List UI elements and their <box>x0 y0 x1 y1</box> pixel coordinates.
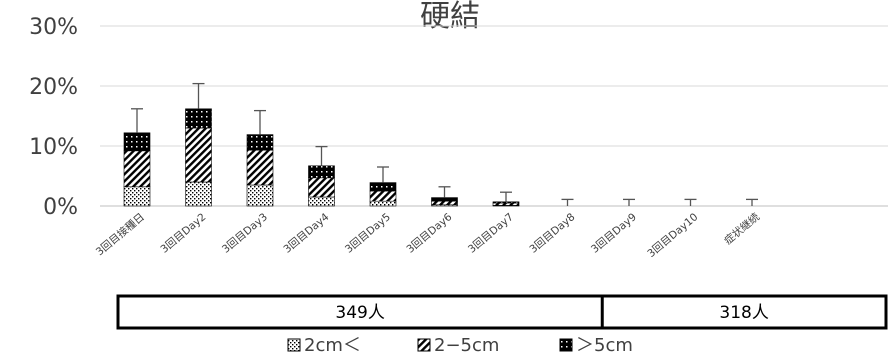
bar-segment <box>246 149 274 186</box>
bars <box>123 108 520 207</box>
x-tick-label: 3回目Day5 <box>343 211 393 256</box>
group-box <box>116 294 888 330</box>
x-tick-label: 3回目Day3 <box>220 211 270 256</box>
x-tick-label: 3回目Day7 <box>466 211 516 256</box>
legend-label: 2cm＜ <box>304 335 361 356</box>
bar-segment <box>185 108 212 129</box>
bar-segment <box>431 200 458 206</box>
gridlines <box>100 25 888 207</box>
error-bars <box>131 82 758 206</box>
bar-segment <box>246 184 274 207</box>
bar-segment <box>123 150 151 188</box>
x-tick-label: 3回目Day8 <box>527 211 577 256</box>
bar-segment <box>185 181 212 207</box>
x-tick-label: 3回目Day2 <box>158 211 208 256</box>
legend-swatch <box>559 338 573 352</box>
x-tick-label: 3回目Day6 <box>404 211 454 256</box>
legend-swatch <box>417 338 431 352</box>
y-tick-label: 10% <box>29 135 78 160</box>
bar-segment <box>369 200 397 207</box>
bar-segment <box>308 177 335 198</box>
bar-segment <box>492 201 520 204</box>
group-label-table: 349人 318人 <box>116 294 888 330</box>
bar-segment <box>492 202 520 206</box>
bar-segment <box>369 190 397 202</box>
bar-segment <box>369 182 397 192</box>
bar-segment <box>246 134 274 151</box>
legend-label: 2−5cm <box>434 335 499 356</box>
bar-segment <box>123 186 151 207</box>
bar-segment <box>185 127 212 183</box>
legend: 2cm＜ 2−5cm ＞5cm <box>287 335 633 356</box>
group-label: 318人 <box>719 303 768 323</box>
x-tick-label: 3回目接種日 <box>93 210 147 258</box>
x-tick-label: 3回目Day10 <box>645 211 700 260</box>
x-axis-labels: 3回目接種日 3回目Day2 3回目Day3 3回目Day4 3回目Day5 3回目Day… <box>93 210 762 260</box>
y-axis-ticks: 0% 10% 20% 30% <box>29 15 78 220</box>
bar-segment <box>431 197 458 202</box>
group-label: 349人 <box>335 303 384 323</box>
legend-swatch <box>287 338 301 352</box>
x-tick-label: 3回目Day4 <box>281 211 331 256</box>
legend-label: ＞5cm <box>576 335 633 356</box>
y-tick-label: 20% <box>29 75 78 100</box>
y-tick-label: 0% <box>43 195 78 220</box>
x-tick-label: 症状継続 <box>721 210 762 247</box>
bar-segment <box>123 132 151 152</box>
y-tick-label: 30% <box>29 15 78 40</box>
bar-segment <box>308 165 335 179</box>
chart-title: 硬結 <box>420 0 480 34</box>
bar-segment <box>308 196 335 207</box>
x-tick-label: 3回目Day9 <box>589 211 639 256</box>
